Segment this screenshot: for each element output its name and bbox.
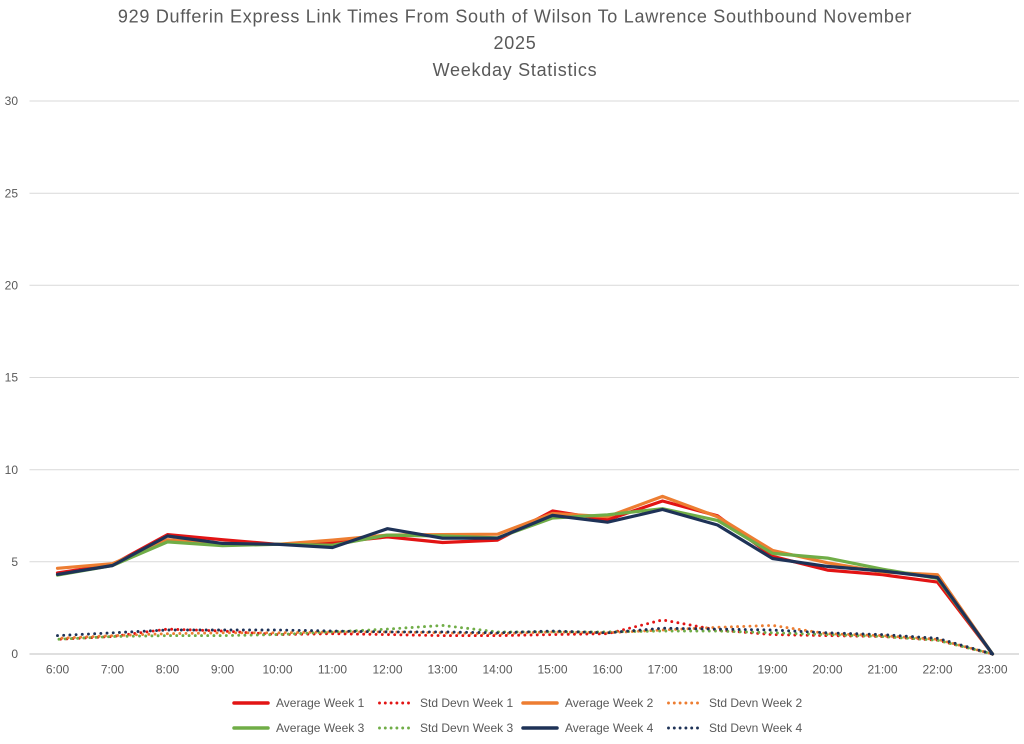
svg-text:18:00: 18:00 [702,663,732,677]
svg-text:23:00: 23:00 [977,663,1007,677]
svg-text:6:00: 6:00 [46,663,70,677]
svg-text:Average Week 2: Average Week 2 [565,696,654,710]
svg-text:10:00: 10:00 [262,663,292,677]
svg-text:Std Devn Week 4: Std Devn Week 4 [709,721,802,735]
svg-text:14:00: 14:00 [482,663,512,677]
svg-text:20: 20 [5,279,19,293]
svg-text:Average Week 3: Average Week 3 [276,721,365,735]
svg-text:10: 10 [5,463,19,477]
svg-text:21:00: 21:00 [867,663,897,677]
svg-text:15:00: 15:00 [537,663,567,677]
svg-text:Std Devn Week 1: Std Devn Week 1 [420,696,513,710]
svg-text:2025: 2025 [494,33,537,53]
svg-text:Average Week 1: Average Week 1 [276,696,365,710]
svg-text:13:00: 13:00 [427,663,457,677]
svg-text:20:00: 20:00 [812,663,842,677]
svg-text:22:00: 22:00 [922,663,952,677]
svg-text:17:00: 17:00 [647,663,677,677]
svg-text:Weekday Statistics: Weekday Statistics [433,60,598,80]
svg-text:Std Devn Week 3: Std Devn Week 3 [420,721,513,735]
svg-text:11:00: 11:00 [318,663,347,677]
svg-text:9:00: 9:00 [211,663,235,677]
svg-text:Std Devn Week 2: Std Devn Week 2 [709,696,802,710]
svg-text:Average Week 4: Average Week 4 [565,721,654,735]
svg-text:0: 0 [11,647,18,661]
svg-text:7:00: 7:00 [101,663,125,677]
svg-text:30: 30 [5,94,19,108]
svg-text:19:00: 19:00 [757,663,787,677]
svg-text:929 Dufferin Express Link Time: 929 Dufferin Express Link Times From Sou… [118,6,912,26]
svg-text:8:00: 8:00 [156,663,180,677]
svg-text:12:00: 12:00 [372,663,402,677]
svg-text:16:00: 16:00 [592,663,622,677]
svg-text:5: 5 [11,555,18,569]
svg-text:25: 25 [5,186,19,200]
svg-text:15: 15 [5,371,19,385]
